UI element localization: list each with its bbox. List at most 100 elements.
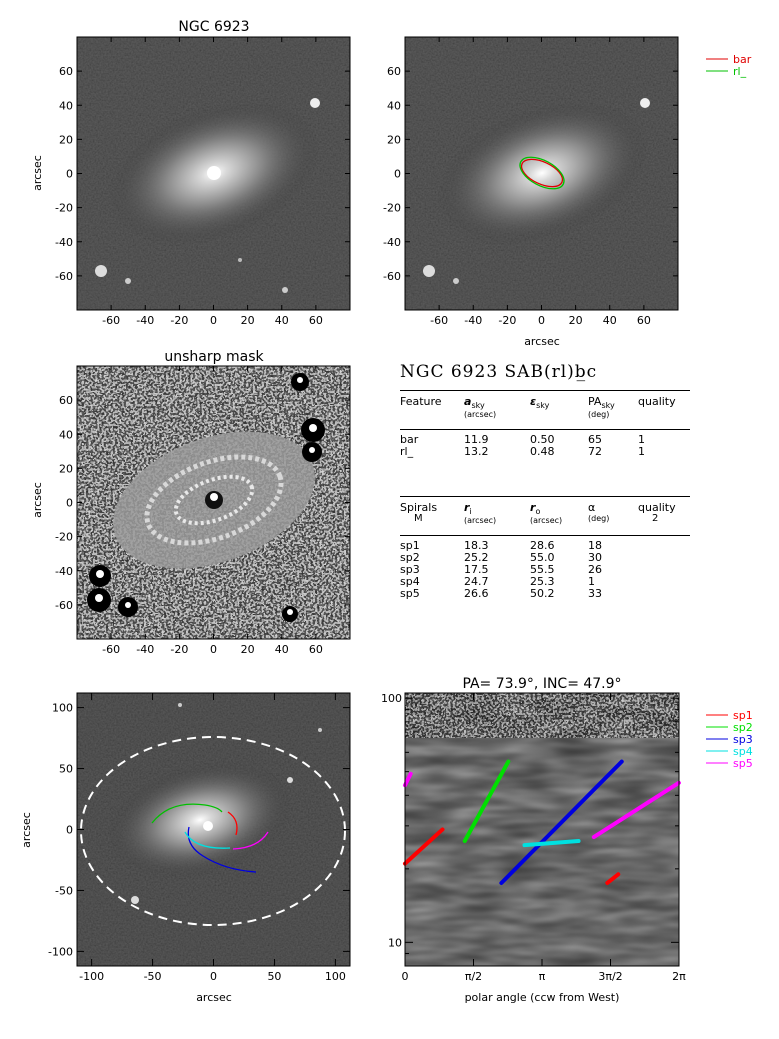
table-cell: 26 [588, 563, 602, 576]
y-tick-label: 20 [387, 133, 401, 146]
spiral-row: sp2 25.2 55.0 30 [400, 552, 690, 564]
spiral-sp2 [151, 803, 223, 824]
header-pa-sky: PAsky (deg) [588, 395, 615, 420]
ring-ellipse [519, 156, 565, 190]
header-eps-sky: εsky [530, 395, 550, 411]
table-cell: 11.9 [464, 433, 489, 446]
x-axis-title: arcsec [524, 335, 560, 348]
polar-series-group [403, 759, 681, 885]
x-tick-label: 60 [637, 314, 651, 327]
legend-label: sp1 [733, 709, 753, 722]
feature-row: rl_ 13.2 0.48 72 1 [400, 446, 690, 458]
legend-label: sp5 [733, 757, 753, 770]
table-cell: 0.48 [530, 445, 555, 458]
y-tick-label: 60 [387, 65, 401, 78]
x-tick-label: -20 [170, 643, 188, 656]
table-cell: bar [400, 433, 419, 446]
header-feature: Feature [400, 395, 442, 408]
feature-rows: bar 11.9 0.50 65 1 rl_ 13.2 0.48 72 1 [400, 434, 690, 458]
x-tick-label: 20 [569, 314, 583, 327]
unsharp-mask-panel: unsharp mask [76, 349, 351, 640]
polar-plot-panel: PA= 73.9°, INC= 47.9° [403, 676, 681, 967]
header-alpha: α (deg) [588, 501, 610, 523]
x-tick-label: 40 [603, 314, 617, 327]
table-cell: 1 [638, 433, 645, 446]
x-tick-label: 20 [241, 314, 255, 327]
header-r-inner: ri (arcsec) [464, 501, 497, 526]
polar-line-sp4 [522, 839, 581, 848]
polar-line-sp3 [499, 759, 624, 885]
divider [400, 429, 690, 430]
y-tick-label: -60 [55, 270, 73, 283]
table-cell: 1 [588, 575, 595, 588]
polar-line-sp2 [462, 759, 511, 844]
x-tick-label: -60 [430, 314, 448, 327]
image-panel-top-left: NGC 6923 [76, 19, 351, 311]
x-tick-label: 0 [210, 643, 217, 656]
spiral-row: sp5 26.6 50.2 33 [400, 588, 690, 600]
legend-label: rl_ [733, 65, 747, 78]
x-tick-label: 2π [672, 970, 686, 983]
polar-line-sp5 [591, 780, 681, 840]
table-cell: 13.2 [464, 445, 489, 458]
panel-title: PA= 73.9°, INC= 47.9° [462, 676, 621, 692]
polar-line-sp1 [605, 872, 621, 885]
table-cell: 17.5 [464, 563, 489, 576]
image-panel-top-right [404, 36, 679, 311]
y-tick-label: 0 [66, 497, 73, 510]
y-tick-label: 20 [59, 133, 73, 146]
y-tick-label: 0 [66, 824, 73, 837]
x-tick-label: π [539, 970, 546, 983]
y-tick-label: 40 [387, 99, 401, 112]
x-tick-label: 0 [210, 314, 217, 327]
table-cell: 24.7 [464, 575, 489, 588]
x-tick-label: 3π/2 [598, 970, 622, 983]
y-tick-label: -60 [55, 599, 73, 612]
table-title: NGC 6923 SAB(rl)b̲c [400, 362, 598, 382]
polar-line-sp1 [403, 827, 445, 866]
y-tick-label: 60 [59, 394, 73, 407]
y-tick-label: 40 [59, 99, 73, 112]
table-cell: 26.6 [464, 587, 489, 600]
x-tick-label: -50 [144, 970, 162, 983]
y-tick-label: 0 [66, 168, 73, 181]
y-tick-label: -100 [48, 945, 73, 958]
y-tick-label: 20 [59, 462, 73, 475]
table-cell: 18.3 [464, 539, 489, 552]
spiral-header-row: Spirals M ri (arcsec) ro (arcsec) α (deg) qu… [400, 501, 690, 531]
legend-label: sp4 [733, 745, 753, 758]
spiral-row: sp1 18.3 28.6 18 [400, 540, 690, 552]
feature-header-row: Feature asky (arcsec) εsky PAsky (deg) qua… [400, 395, 690, 425]
table-cell: rl_ [400, 445, 414, 458]
divider [400, 496, 690, 497]
y-axis-title: arcsec [20, 812, 33, 848]
axes-group: -60 -40 -20 0 20 40 60 60 40 20 0 -20 -40 -60 -60 -40 -2… [48, 37, 686, 983]
x-tick-label: -20 [170, 314, 188, 327]
table-cell: 30 [588, 551, 602, 564]
spiral-sp4 [184, 831, 231, 849]
y-tick-label: 100 [52, 702, 73, 715]
y-tick-label: -40 [383, 236, 401, 249]
header-quality: quality 2 [638, 501, 676, 524]
spiral-fit-image-panel [76, 692, 351, 967]
table-cell: sp2 [400, 551, 420, 564]
bar-ellipse [520, 158, 564, 188]
header-quality: quality [638, 395, 676, 408]
y-tick-label: -50 [55, 884, 73, 897]
spiral-sp1 [227, 811, 238, 836]
legend-label: sp3 [733, 733, 753, 746]
x-tick-label: -40 [464, 314, 482, 327]
table-cell: 25.3 [530, 575, 555, 588]
x-tick-label: -20 [498, 314, 516, 327]
spiral-sp5 [232, 831, 269, 850]
measurement-table: NGC 6923 SAB(rl)b̲c Feature asky (arcsec)… [400, 362, 690, 600]
x-tick-label: -40 [136, 643, 154, 656]
divider [400, 390, 690, 391]
y-tick-label: -20 [55, 531, 73, 544]
table-cell: 1 [638, 445, 645, 458]
y-tick-label: 40 [59, 428, 73, 441]
header-a-sky: asky (arcsec) [464, 395, 497, 420]
x-tick-label: 0 [538, 314, 545, 327]
x-tick-label: π/2 [465, 970, 482, 983]
